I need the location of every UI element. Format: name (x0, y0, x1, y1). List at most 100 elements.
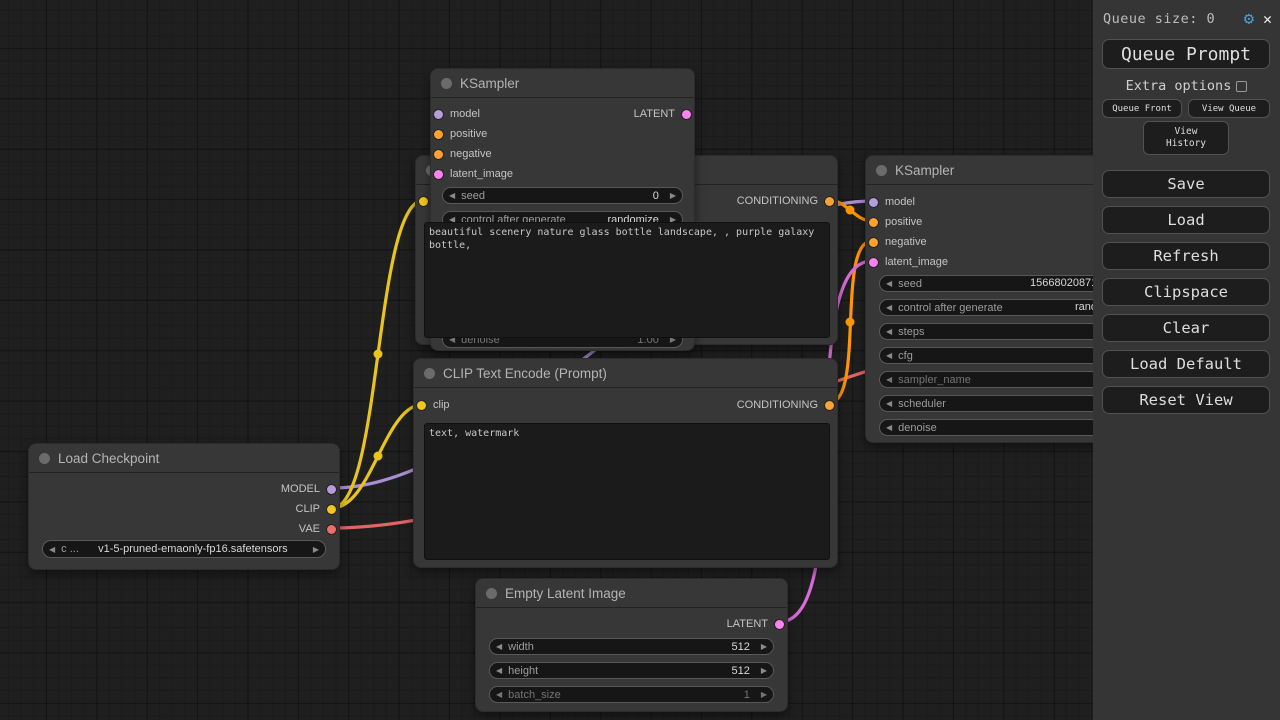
decrement-icon[interactable]: ◀ (886, 303, 893, 312)
collapse-dot[interactable] (876, 165, 887, 176)
output-port-clip[interactable]: CLIP (296, 501, 336, 517)
extra-options-checkbox[interactable] (1236, 80, 1248, 92)
decrement-icon[interactable]: ◀ (449, 191, 456, 200)
queue-size-label: Queue size: 0 (1103, 11, 1216, 27)
increment-icon[interactable]: ▶ (760, 666, 767, 675)
input-port-latent-image[interactable]: latent_image (869, 254, 948, 270)
decrement-icon[interactable]: ◀ (49, 544, 56, 554)
decrement-icon[interactable]: ◀ (886, 351, 893, 360)
input-port-positive[interactable]: positive (869, 214, 922, 230)
queue-front-button[interactable]: Queue Front (1102, 99, 1182, 118)
increment-icon[interactable]: ▶ (312, 544, 319, 554)
widget-scheduler[interactable]: ◀ scheduler (879, 395, 1151, 412)
node-title: Load Checkpoint (58, 451, 160, 466)
decrement-icon[interactable]: ◀ (449, 215, 456, 224)
link-dot[interactable] (845, 317, 855, 327)
close-icon[interactable]: ✕ (1262, 10, 1272, 28)
decrement-icon[interactable]: ◀ (449, 335, 456, 344)
output-port-latent[interactable]: LATENT (727, 616, 784, 632)
increment-icon[interactable]: ▶ (760, 642, 767, 651)
output-port-vae[interactable]: VAE (299, 521, 336, 537)
vae-port-icon[interactable] (327, 524, 336, 534)
decrement-icon[interactable]: ◀ (886, 279, 893, 288)
input-port-model[interactable]: model (434, 106, 480, 122)
widget-cfg[interactable]: ◀ cfg (879, 347, 1151, 364)
load-button[interactable]: Load (1102, 206, 1270, 234)
settings-gear-icon[interactable]: ⚙ (1243, 9, 1254, 29)
node-load-checkpoint[interactable]: Load Checkpoint MODEL CLIP VAE ◀ c ... v… (28, 443, 340, 570)
widget-seed[interactable]: ◀ seed 0 ▶ (442, 187, 683, 204)
widget-steps[interactable]: ◀ steps (879, 323, 1151, 340)
latent-port-icon[interactable] (775, 619, 784, 629)
clip-port-icon[interactable] (327, 504, 336, 514)
latent-port-icon[interactable] (869, 257, 878, 267)
input-port-clip[interactable]: clip (417, 397, 450, 413)
widget-control-after-generate[interactable]: ◀ control after generate randomize (879, 299, 1151, 316)
conditioning-port-icon[interactable] (434, 149, 443, 159)
collapse-dot[interactable] (441, 78, 452, 89)
comfy-menu: Queue size: 0 ⚙ ✕ Queue Prompt Extra opt… (1093, 0, 1280, 720)
node-header[interactable]: KSampler (431, 69, 694, 98)
clear-button[interactable]: Clear (1102, 314, 1270, 342)
decrement-icon[interactable]: ◀ (886, 423, 893, 432)
decrement-icon[interactable]: ◀ (496, 642, 503, 651)
conditioning-port-icon[interactable] (434, 129, 443, 139)
link-dot[interactable] (845, 205, 855, 215)
load-default-button[interactable]: Load Default (1102, 350, 1270, 378)
conditioning-port-icon[interactable] (869, 237, 878, 247)
input-port-model[interactable]: model (869, 194, 915, 210)
increment-icon[interactable]: ▶ (760, 690, 767, 699)
decrement-icon[interactable]: ◀ (496, 690, 503, 699)
widget-width[interactable]: ◀ width 512 ▶ (489, 638, 774, 655)
latent-port-icon[interactable] (434, 169, 443, 179)
link-dot[interactable] (373, 451, 383, 461)
view-queue-button[interactable]: View Queue (1188, 99, 1270, 118)
model-port-icon[interactable] (434, 109, 443, 119)
conditioning-port-icon[interactable] (825, 400, 834, 410)
output-port-model[interactable]: MODEL (281, 481, 336, 497)
node-header[interactable]: Empty Latent Image (476, 579, 787, 608)
conditioning-port-icon[interactable] (869, 217, 878, 227)
positive-prompt-textarea[interactable]: beautiful scenery nature glass bottle la… (424, 222, 830, 338)
clipspace-button[interactable]: Clipspace (1102, 278, 1270, 306)
model-port-icon[interactable] (869, 197, 878, 207)
conditioning-port-icon[interactable] (825, 196, 834, 206)
widget-seed[interactable]: ◀ seed 15668020871 (879, 275, 1151, 292)
reset-view-button[interactable]: Reset View (1102, 386, 1270, 414)
node-header[interactable]: CLIP Text Encode (Prompt) (414, 359, 837, 388)
negative-prompt-textarea[interactable]: text, watermark (424, 423, 830, 560)
widget-batch-size[interactable]: ◀ batch_size 1 ▶ (489, 686, 774, 703)
widget-ckpt-name[interactable]: ◀ c ... v1-5-pruned-emaonly-fp16.safeten… (42, 540, 326, 558)
decrement-icon[interactable]: ◀ (496, 666, 503, 675)
collapse-dot[interactable] (39, 453, 50, 464)
increment-icon[interactable]: ▶ (669, 191, 676, 200)
node-header[interactable]: Load Checkpoint (29, 444, 339, 473)
model-port-icon[interactable] (327, 484, 336, 494)
clip-port-icon[interactable] (417, 400, 426, 410)
decrement-icon[interactable]: ◀ (886, 327, 893, 336)
clip-port-icon[interactable] (419, 196, 428, 206)
link-dot[interactable] (373, 349, 383, 359)
output-port-conditioning[interactable]: CONDITIONING (737, 193, 834, 209)
input-port-latent-image[interactable]: latent_image (434, 166, 513, 182)
input-port-positive[interactable]: positive (434, 126, 487, 142)
queue-prompt-button[interactable]: Queue Prompt (1102, 39, 1270, 69)
latent-port-icon[interactable] (682, 109, 691, 119)
widget-height[interactable]: ◀ height 512 ▶ (489, 662, 774, 679)
node-empty-latent-image[interactable]: Empty Latent Image LATENT ◀ width 512 ▶ … (475, 578, 788, 712)
decrement-icon[interactable]: ◀ (886, 399, 893, 408)
input-port-negative[interactable]: negative (869, 234, 927, 250)
increment-icon[interactable]: ▶ (669, 335, 676, 344)
save-button[interactable]: Save (1102, 170, 1270, 198)
output-port-conditioning[interactable]: CONDITIONING (737, 397, 834, 413)
node-header[interactable]: KSampler (866, 156, 1164, 185)
collapse-dot[interactable] (486, 588, 497, 599)
view-history-button[interactable]: View History (1143, 121, 1229, 155)
input-port-negative[interactable]: negative (434, 146, 492, 162)
decrement-icon[interactable]: ◀ (886, 375, 893, 384)
refresh-button[interactable]: Refresh (1102, 242, 1270, 270)
output-port-latent[interactable]: LATENT (634, 106, 691, 122)
collapse-dot[interactable] (424, 368, 435, 379)
increment-icon[interactable]: ▶ (669, 215, 676, 224)
